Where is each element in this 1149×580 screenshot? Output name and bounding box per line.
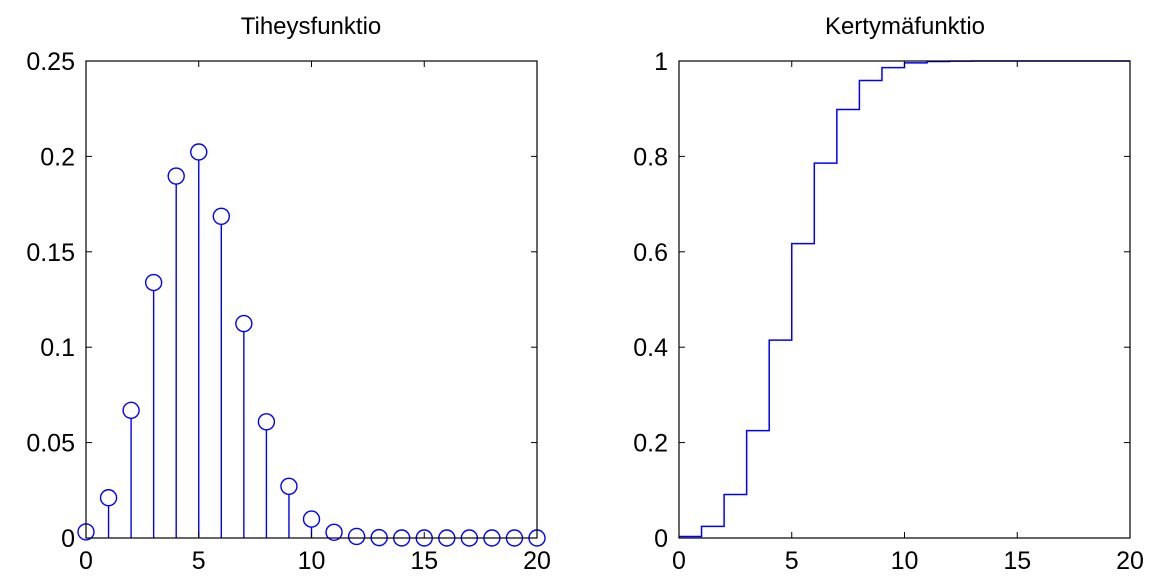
stem-marker: [190, 143, 208, 161]
y-tick-label: 0.15: [26, 239, 75, 267]
stem-marker: [302, 510, 321, 528]
stem-marker: [325, 523, 343, 541]
stem-marker: [347, 527, 366, 546]
plot-area: 0 5 10 15 20 0 0.05 0.1 0.15 0.2 0.25: [26, 48, 551, 575]
pdf-stem-chart: Tiheysfunktio 0 5 10 15 20 0 0.05 0.1 0.15 0.2 0.2…: [26, 13, 551, 575]
y-tick-label: 0: [654, 525, 668, 553]
y-tick-label: 0.05: [26, 430, 75, 458]
stem-marker: [99, 489, 118, 507]
x-tick-label: 15: [1003, 547, 1031, 575]
y-tick-label: 0.25: [26, 48, 75, 76]
chart-title: Kertymäfunktio: [825, 13, 985, 40]
y-tick-label: 0.1: [40, 334, 75, 362]
x-tick-label: 20: [1116, 547, 1144, 575]
stem-marker: [144, 273, 163, 292]
x-tick-label: 0: [672, 547, 686, 575]
y-tick-label: 0.2: [40, 143, 75, 171]
x-tick-label: 5: [192, 547, 206, 575]
step-line: [679, 60, 1130, 538]
x-tick-label: 10: [891, 547, 919, 575]
y-tick-label: 0.8: [633, 143, 668, 171]
x-tick-label: 20: [523, 547, 551, 575]
stem-marker: [122, 401, 140, 420]
y-tick-label: 1: [654, 48, 668, 76]
x-tick-label: 5: [785, 547, 799, 575]
stem-marker: [280, 477, 298, 495]
stem-marker: [257, 413, 276, 431]
stem-marker: [235, 314, 253, 333]
x-tick-label: 15: [410, 547, 438, 575]
x-tick-label: 0: [79, 547, 93, 575]
stem-marker: [167, 167, 185, 185]
y-tick-label: 0.2: [633, 430, 668, 458]
stem-marker: [212, 207, 231, 226]
y-tick-label: 0.6: [633, 239, 668, 267]
x-tick-label: 10: [298, 547, 326, 575]
chart-title: Tiheysfunktio: [241, 13, 382, 40]
y-tick-label: 0.4: [633, 334, 668, 362]
cdf-step-chart: Kertymäfunktio 0 5 10 15 20 0 0.2 0.4 0.6 0.8 1: [633, 13, 1144, 575]
y-tick-label: 0: [61, 525, 75, 553]
plot-area: 0 5 10 15 20 0 0.2 0.4 0.6 0.8 1: [633, 48, 1144, 575]
